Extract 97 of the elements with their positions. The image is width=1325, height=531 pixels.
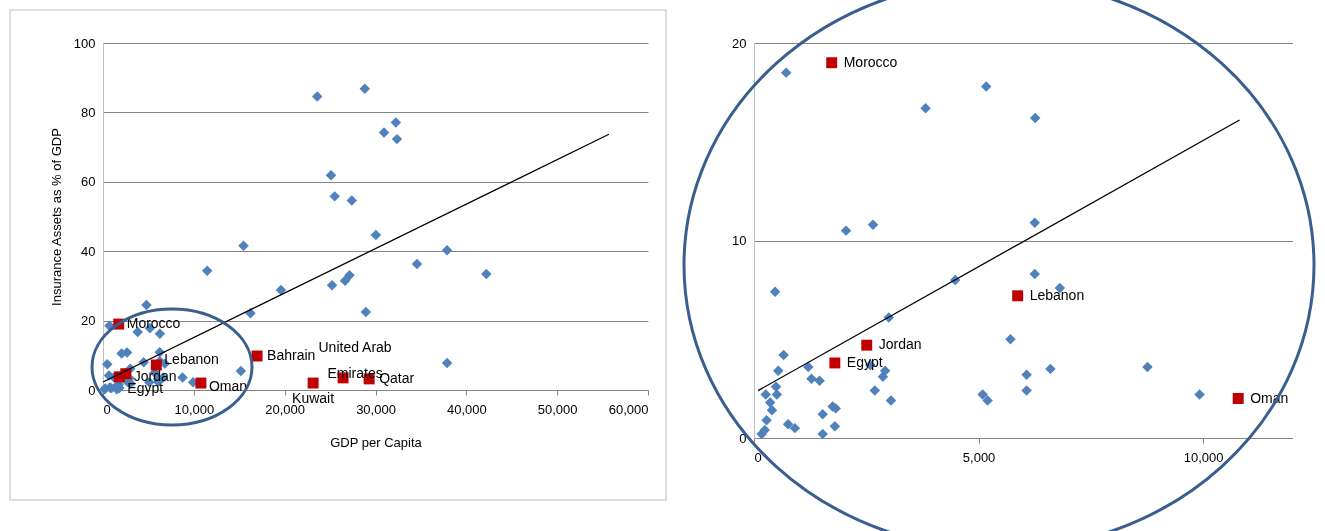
point [441, 357, 453, 369]
point [980, 81, 992, 92]
annotation: Egypt [846, 353, 883, 370]
point [150, 359, 162, 371]
point [920, 102, 931, 114]
point [806, 373, 817, 384]
point [307, 377, 319, 389]
point [829, 357, 841, 369]
point [378, 127, 390, 138]
point [761, 414, 772, 426]
x-tick-label: 10,000 [1183, 449, 1224, 465]
point [829, 420, 841, 432]
point [235, 365, 247, 377]
annotation: Jordan [878, 336, 922, 353]
point [344, 269, 355, 281]
point [766, 405, 778, 416]
point [359, 83, 371, 95]
point [1045, 363, 1056, 375]
y-tick-label: 20 [732, 35, 747, 51]
point [869, 385, 881, 396]
annotation: Morocco [126, 315, 181, 332]
point [826, 57, 838, 69]
point [977, 389, 988, 400]
point [840, 225, 852, 236]
y-axis-title: Insurance Assets as % of GDP [48, 128, 64, 306]
annotation: Lebanon [1029, 286, 1085, 303]
point [177, 372, 188, 383]
point [326, 279, 338, 291]
point [141, 299, 152, 311]
x-tick-label: 5,000 [962, 449, 996, 465]
point [329, 191, 340, 202]
x-tick-label: 0 [103, 401, 111, 417]
point [1029, 268, 1040, 280]
annotation: Bahrain [267, 346, 316, 363]
point [481, 268, 492, 280]
point [867, 219, 879, 230]
point [803, 361, 814, 373]
point [154, 328, 166, 340]
x-axis-title: GDP per Capita [330, 434, 423, 450]
y-tick-label: 0 [88, 382, 96, 398]
point [370, 229, 382, 241]
point [275, 284, 287, 296]
point [1232, 393, 1244, 404]
point [885, 395, 897, 406]
point [441, 244, 453, 256]
point [390, 117, 402, 128]
x-tick-label: 0 [754, 449, 762, 465]
point [756, 428, 767, 440]
point [814, 375, 825, 386]
point [1142, 361, 1153, 373]
point [195, 377, 207, 389]
point [312, 91, 323, 102]
point [982, 395, 993, 406]
point [245, 308, 256, 319]
point [1029, 217, 1040, 228]
point [360, 306, 372, 318]
point [769, 286, 781, 298]
point [817, 409, 828, 420]
y-tick-label: 20 [81, 313, 96, 329]
point [1012, 290, 1024, 302]
point [102, 359, 113, 370]
y-tick-label: 60 [81, 174, 96, 190]
point [780, 67, 792, 78]
point [238, 240, 249, 251]
point [411, 258, 423, 270]
point [201, 265, 213, 276]
point [782, 418, 794, 430]
x-tick-label: 50,000 [537, 401, 578, 417]
y-tick-label: 10 [732, 233, 747, 248]
y-tick-label: 80 [81, 104, 96, 120]
point [778, 349, 789, 361]
point [339, 275, 351, 286]
annotation: Oman [208, 378, 248, 395]
point [325, 169, 337, 181]
point [817, 428, 828, 440]
point [789, 422, 801, 434]
point [1194, 389, 1205, 400]
x-tick-label: 60,000 [608, 401, 649, 417]
x-tick-label: 10,000 [174, 401, 215, 417]
annotation: Lebanon [164, 351, 219, 368]
point [773, 365, 784, 377]
point [346, 195, 358, 206]
annotation: Morocco [843, 53, 898, 70]
y-tick-label: 100 [73, 35, 96, 51]
x-tick-label: 30,000 [356, 401, 396, 417]
point [391, 133, 403, 145]
y-tick-label: 0 [739, 430, 747, 446]
point [771, 389, 783, 400]
x-tick-label: 40,000 [446, 401, 487, 417]
point [861, 339, 873, 351]
y-tick-label: 40 [81, 243, 96, 259]
point [1005, 334, 1016, 345]
point [1029, 112, 1041, 124]
point [1021, 385, 1032, 396]
point [760, 389, 771, 400]
point [764, 397, 776, 408]
point [1021, 369, 1032, 381]
